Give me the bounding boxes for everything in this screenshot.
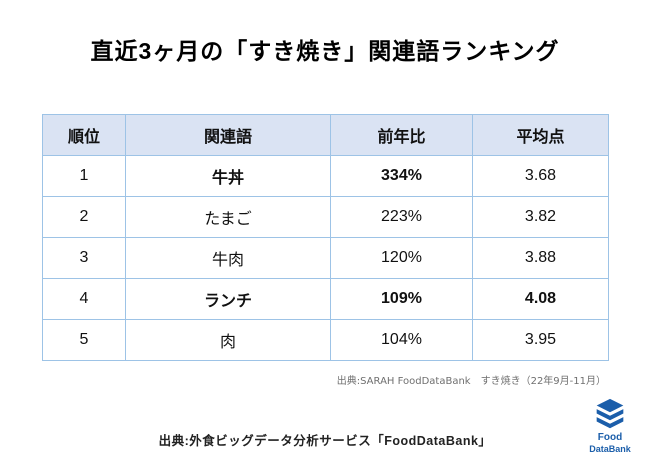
logo-wordmark: Food DataBank: [584, 432, 636, 454]
table-row: 5 肉 104% 3.95: [42, 319, 609, 361]
footer-source-text: 出典:外食ビッグデータ分析サービス「FoodDataBank」: [158, 434, 492, 448]
cell-avg: 3.82: [472, 196, 609, 238]
fooddatabank-logo-icon: [596, 398, 624, 429]
table-header-row: 順位 関連語 前年比 平均点: [42, 114, 609, 156]
header-average-score: 平均点: [472, 114, 609, 156]
cell-rank: 2: [42, 196, 126, 238]
table-row: 1 牛丼 334% 3.68: [42, 155, 609, 197]
table-source-note: 出典:SARAH FoodDataBank すき焼き（22年9月-11月）: [336, 376, 606, 387]
table-row: 2 たまご 223% 3.82: [42, 196, 609, 238]
cell-yoy: 120%: [330, 237, 473, 279]
cell-rank: 1: [42, 155, 126, 197]
cell-avg: 3.68: [472, 155, 609, 197]
cell-word: 牛丼: [125, 155, 331, 197]
header-related-word: 関連語: [125, 114, 331, 156]
cell-rank: 3: [42, 237, 126, 279]
cell-word: たまご: [125, 196, 331, 238]
cell-yoy: 104%: [330, 319, 473, 361]
header-rank: 順位: [42, 114, 126, 156]
table-row: 4 ランチ 109% 4.08: [42, 278, 609, 320]
fooddatabank-logo: Food DataBank: [584, 398, 636, 454]
cell-rank: 4: [42, 278, 126, 320]
logo-text-food: Food: [597, 432, 623, 443]
page-title: 直近3ヶ月の「すき焼き」関連語ランキング: [90, 38, 560, 64]
ranking-table: 順位 関連語 前年比 平均点 1 牛丼 334% 3.68 2 たまご 223%…: [42, 114, 609, 361]
cell-avg: 4.08: [472, 278, 609, 320]
cell-word: 肉: [125, 319, 331, 361]
logo-text-databank: DataBank: [589, 443, 631, 454]
cell-word: 牛肉: [125, 237, 331, 279]
cell-avg: 3.95: [472, 319, 609, 361]
cell-yoy: 223%: [330, 196, 473, 238]
cell-avg: 3.88: [472, 237, 609, 279]
cell-yoy: 109%: [330, 278, 473, 320]
cell-yoy: 334%: [330, 155, 473, 197]
table-row: 3 牛肉 120% 3.88: [42, 237, 609, 279]
cell-rank: 5: [42, 319, 126, 361]
cell-word: ランチ: [125, 278, 331, 320]
header-yoy: 前年比: [330, 114, 473, 156]
